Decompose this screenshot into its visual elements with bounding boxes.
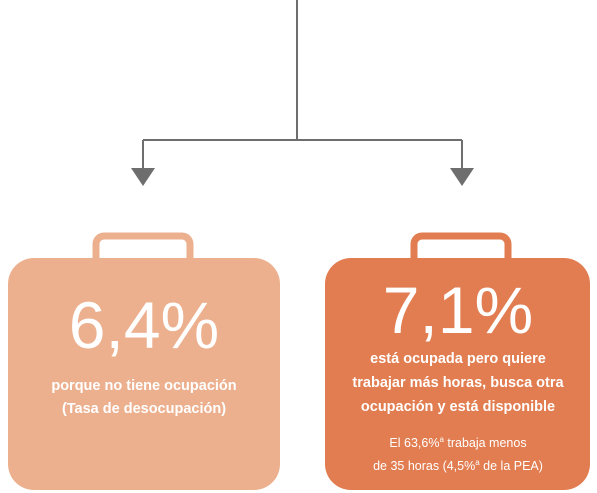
note-text: de 35 horas (4,5% <box>373 459 475 473</box>
right-value: 7,1% <box>383 273 533 347</box>
note-text: de la PEA) <box>480 459 543 473</box>
arrow-right <box>450 168 474 186</box>
right-note: El 63,6%a trabaja menos <box>389 435 526 450</box>
right-line: está ocupada pero quiere <box>370 351 546 367</box>
connector <box>142 0 463 172</box>
left-line: (Tasa de desocupación) <box>62 401 226 417</box>
note-text: El 63,6% <box>389 436 439 450</box>
left-value: 6,4% <box>69 288 219 362</box>
note-sup: a <box>475 458 480 467</box>
arrow-left <box>131 168 155 186</box>
note-text: trabaja menos <box>444 436 527 450</box>
suitcase-right <box>325 258 590 490</box>
note-sup: a <box>439 435 444 444</box>
right-note: de 35 horas (4,5%a de la PEA) <box>373 458 543 473</box>
left-line: porque no tiene ocupación <box>51 378 236 394</box>
right-line: trabajar más horas, busca otra <box>352 375 564 391</box>
right-line: ocupación y está disponible <box>361 399 555 415</box>
suitcase-left <box>8 258 280 490</box>
